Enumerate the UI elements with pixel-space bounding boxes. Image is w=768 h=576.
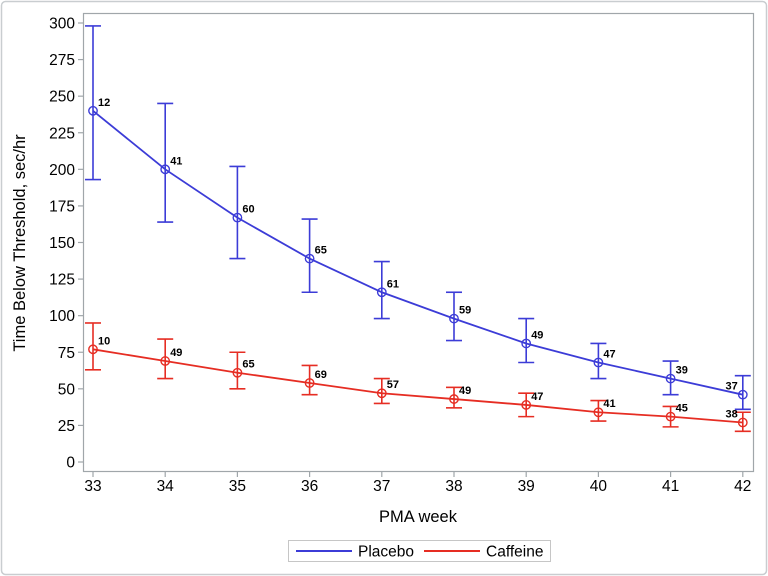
data-point-label: 45	[676, 403, 688, 415]
data-point-label: 61	[387, 278, 399, 290]
data-point-marker	[593, 407, 604, 418]
y-tick-label: 50	[58, 381, 76, 398]
x-tick-label: 37	[373, 478, 390, 495]
y-tick-label: 225	[49, 125, 75, 142]
data-point-label: 38	[726, 408, 738, 420]
x-tick-label: 34	[157, 478, 175, 495]
data-point-marker	[521, 338, 532, 349]
data-point-marker	[665, 373, 676, 384]
data-point-marker	[376, 287, 387, 298]
data-point-marker	[737, 389, 748, 400]
x-tick-label: 41	[662, 478, 679, 495]
data-point-label: 57	[387, 379, 399, 391]
data-point-marker	[160, 164, 171, 175]
series-line	[92, 348, 743, 424]
data-point-marker	[376, 388, 387, 399]
data-point-label: 47	[603, 348, 615, 360]
data-point-label: 59	[459, 305, 471, 317]
y-tick-label: 125	[49, 272, 75, 289]
data-point-marker	[232, 212, 243, 223]
legend-label-caffeine: Caffeine	[486, 544, 543, 561]
data-point-marker	[160, 356, 171, 366]
data-point-label: 69	[315, 369, 327, 381]
data-point-label: 10	[98, 335, 110, 347]
y-tick-label: 200	[49, 162, 75, 179]
plot-render-root: 0 25 50 75 100 125 150 175 200 225 250 275 300 33 34 35…	[49, 12, 755, 495]
x-axis-title: PMA week	[379, 508, 458, 526]
data-point-marker	[665, 411, 676, 422]
data-point-label: 65	[242, 359, 254, 371]
data-point-marker	[521, 400, 532, 410]
x-tick-label: 35	[229, 478, 246, 495]
data-point-label: 49	[531, 329, 543, 341]
data-point-marker	[304, 378, 315, 388]
data-point-label: 41	[603, 398, 615, 410]
data-point-label: 65	[315, 245, 327, 257]
legend-label-placebo: Placebo	[358, 544, 414, 561]
y-tick-label: 100	[49, 308, 75, 325]
data-point-marker	[88, 105, 98, 116]
y-tick-label: 300	[49, 16, 75, 33]
data-point-label: 60	[242, 204, 254, 216]
data-point-label: 49	[170, 347, 182, 359]
data-point-label: 47	[531, 391, 543, 403]
y-tick-label: 250	[49, 89, 75, 106]
data-point-marker	[449, 313, 459, 324]
x-tick-label: 42	[734, 478, 751, 495]
x-tick-label: 39	[518, 478, 535, 495]
x-tick-label: 36	[301, 478, 318, 495]
y-tick-label: 275	[49, 52, 75, 69]
x-tick-label: 38	[445, 478, 462, 495]
data-point-marker	[593, 357, 604, 368]
x-tick-label: 40	[590, 478, 608, 495]
y-tick-label: 0	[66, 455, 75, 472]
data-point-marker	[737, 417, 748, 428]
data-point-marker	[232, 367, 243, 378]
data-point-marker	[449, 394, 459, 404]
x-tick-label: 33	[84, 478, 101, 495]
data-point-label: 37	[726, 381, 738, 393]
y-tick-label: 175	[49, 198, 75, 215]
data-point-label: 49	[459, 385, 471, 397]
y-tick-label: 75	[58, 345, 75, 362]
data-point-label: 39	[676, 365, 688, 377]
legend: Placebo Caffeine	[288, 540, 551, 562]
y-axis-title: Time Below Threshold, sec/hr	[11, 134, 29, 352]
data-point-marker	[304, 253, 315, 264]
y-tick-label: 25	[58, 418, 75, 435]
series-line	[92, 110, 743, 396]
data-point-label: 41	[170, 155, 182, 167]
plot-frame	[82, 12, 755, 473]
data-point-label: 12	[98, 97, 110, 109]
y-tick-label: 150	[49, 235, 75, 252]
data-point-marker	[88, 344, 98, 355]
legend-box	[288, 540, 551, 562]
